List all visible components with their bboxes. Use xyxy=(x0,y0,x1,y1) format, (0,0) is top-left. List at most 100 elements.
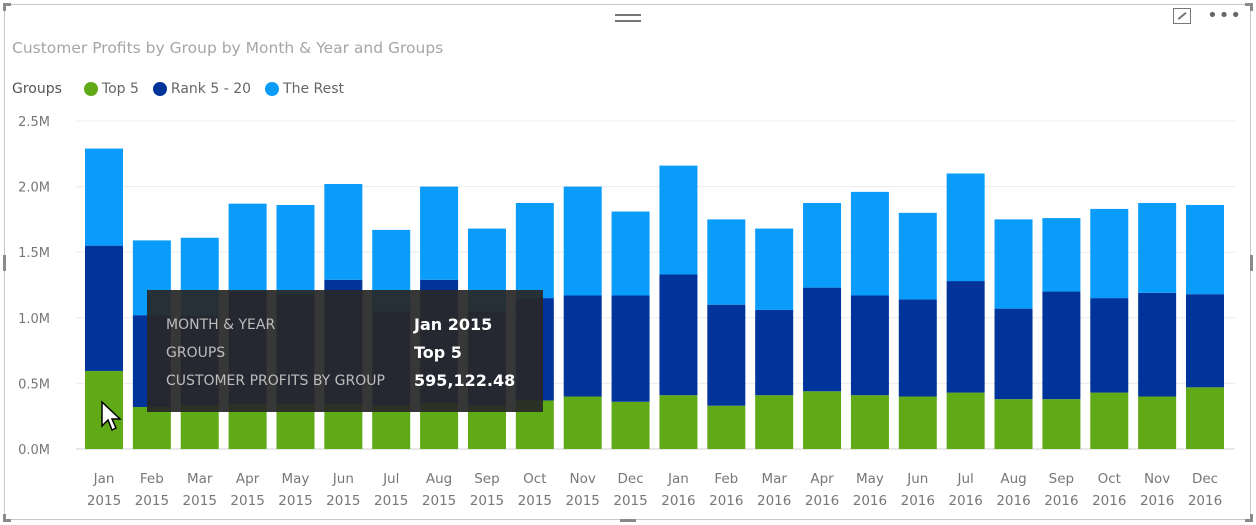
legend-item-rank5-20[interactable]: Rank 5 - 20 xyxy=(152,81,252,97)
bar-segment-the-rest[interactable] xyxy=(755,228,794,310)
x-tick-month: May xyxy=(282,471,310,487)
y-tick-label: 2.0M xyxy=(18,181,50,196)
bar-segment-the-rest[interactable] xyxy=(420,186,459,280)
bar-segment-rank-5-20[interactable] xyxy=(1042,291,1081,400)
legend-label: The Rest xyxy=(283,81,344,97)
x-tick-month: Aug xyxy=(1000,471,1026,487)
bar-segment-the-rest[interactable] xyxy=(994,219,1033,309)
mouse-cursor-icon xyxy=(101,400,122,432)
more-options-icon[interactable]: ••• xyxy=(1207,5,1242,26)
bar-segment-rank-5-20[interactable] xyxy=(755,309,794,396)
legend-item-the-rest[interactable]: The Rest xyxy=(265,81,344,97)
legend: Groups Top 5 Rank 5 - 20 The Rest xyxy=(12,81,358,97)
x-tick-month: Jun xyxy=(906,471,928,487)
bar-segment-top-5[interactable] xyxy=(946,392,985,449)
resize-handle-top-right-v[interactable] xyxy=(1250,3,1253,11)
bar-segment-rank-5-20[interactable] xyxy=(898,299,937,397)
resize-handle-left[interactable] xyxy=(3,255,6,271)
bar-segment-the-rest[interactable] xyxy=(1138,203,1177,293)
bar-segment-the-rest[interactable] xyxy=(1186,204,1225,295)
bar-segment-rank-5-20[interactable] xyxy=(659,274,698,396)
bar-segment-rank-5-20[interactable] xyxy=(85,245,123,371)
bar-segment-top-5[interactable] xyxy=(611,401,650,449)
bar-segment-top-5[interactable] xyxy=(898,396,937,449)
bar-segment-top-5[interactable] xyxy=(1138,396,1177,449)
bar-segment-top-5[interactable] xyxy=(659,395,698,449)
bar-segment-top-5[interactable] xyxy=(132,407,171,449)
bar-segment-top-5[interactable] xyxy=(755,395,794,449)
bar-segment-the-rest[interactable] xyxy=(1042,218,1081,292)
bar-segment-rank-5-20[interactable] xyxy=(946,281,985,393)
bar-segment-top-5[interactable] xyxy=(707,405,746,449)
x-tick-month: Feb xyxy=(714,471,738,487)
bar-segment-the-rest[interactable] xyxy=(228,203,267,292)
tooltip-key: MONTH & YEAR xyxy=(166,317,276,333)
bar-segment-the-rest[interactable] xyxy=(659,165,698,275)
bar-segment-the-rest[interactable] xyxy=(324,183,363,280)
x-tick-year: 2015 xyxy=(135,493,169,509)
bar-segment-the-rest[interactable] xyxy=(611,211,650,296)
resize-handle-bottom[interactable] xyxy=(620,519,636,522)
bar-segment-the-rest[interactable] xyxy=(946,173,985,282)
bar-segment-rank-5-20[interactable] xyxy=(1090,298,1129,393)
x-tick-year: 2015 xyxy=(566,493,600,509)
x-tick-year: 2016 xyxy=(996,493,1030,509)
bar-segment-rank-5-20[interactable] xyxy=(707,304,746,406)
bar-segment-the-rest[interactable] xyxy=(850,191,889,296)
focus-mode-icon[interactable] xyxy=(1173,8,1192,24)
x-tick-month: Apr xyxy=(236,471,260,487)
bar-segment-top-5[interactable] xyxy=(1090,392,1129,449)
bar-segment-top-5[interactable] xyxy=(180,405,219,449)
x-tick-year: 2015 xyxy=(613,493,647,509)
tooltip-value: 595,122.48 xyxy=(414,371,516,390)
bar-segment-top-5[interactable] xyxy=(994,399,1033,449)
bar-segment-top-5[interactable] xyxy=(850,395,889,449)
x-tick-month: Oct xyxy=(1098,471,1121,487)
resize-handle-top-left-v[interactable] xyxy=(3,3,6,11)
bar-segment-top-5[interactable] xyxy=(1186,387,1225,449)
legend-title: Groups xyxy=(12,81,62,97)
bar-segment-rank-5-20[interactable] xyxy=(611,295,650,402)
bar-segment-rank-5-20[interactable] xyxy=(803,287,842,392)
bar-segment-rank-5-20[interactable] xyxy=(994,308,1033,400)
bar-segment-rank-5-20[interactable] xyxy=(1138,292,1177,397)
y-tick-label: 1.0M xyxy=(18,312,50,327)
resize-handle-bottom-left[interactable] xyxy=(3,519,11,522)
bar-segment-the-rest[interactable] xyxy=(85,148,123,246)
x-tick-month: Feb xyxy=(140,471,164,487)
resize-handle-bottom-left-v[interactable] xyxy=(3,514,6,522)
bar-segment-top-5[interactable] xyxy=(1042,399,1081,449)
x-tick-month: Sep xyxy=(1049,471,1074,487)
legend-item-top5[interactable]: Top 5 xyxy=(83,81,139,97)
tooltip-key: GROUPS xyxy=(166,345,226,361)
bar-segment-the-rest[interactable] xyxy=(803,203,842,288)
bar-segment-the-rest[interactable] xyxy=(515,203,554,299)
bar-segment-rank-5-20[interactable] xyxy=(563,295,602,397)
resize-handle-top-left[interactable] xyxy=(3,3,11,6)
x-tick-month: Nov xyxy=(570,471,596,487)
bar-segment-the-rest[interactable] xyxy=(898,212,937,300)
bar-segment-the-rest[interactable] xyxy=(707,219,746,305)
x-tick-year: 2016 xyxy=(1188,493,1222,509)
bar-segment-the-rest[interactable] xyxy=(1090,208,1129,299)
drag-grip-icon[interactable] xyxy=(615,14,641,22)
bar-segment-rank-5-20[interactable] xyxy=(850,295,889,396)
x-tick-year: 2016 xyxy=(757,493,791,509)
x-tick-year: 2016 xyxy=(853,493,887,509)
legend-dot-icon xyxy=(152,82,167,96)
bar-segment-rank-5-20[interactable] xyxy=(1186,294,1225,388)
legend-label: Rank 5 - 20 xyxy=(170,81,252,97)
bar-segment-top-5[interactable] xyxy=(563,396,602,449)
x-tick-month: Jun xyxy=(332,471,354,487)
resize-handle-right[interactable] xyxy=(1250,255,1253,271)
resize-handle-bottom-right-v[interactable] xyxy=(1250,514,1253,522)
bar-segment-top-5[interactable] xyxy=(467,405,506,449)
bar-segment-the-rest[interactable] xyxy=(563,186,602,296)
resize-handle-top-right[interactable] xyxy=(1245,3,1253,6)
x-tick-year: 2015 xyxy=(470,493,504,509)
bar-segment-top-5[interactable] xyxy=(372,405,411,449)
x-tick-year: 2016 xyxy=(805,493,839,509)
bar-segment-the-rest[interactable] xyxy=(276,204,315,295)
resize-handle-bottom-right[interactable] xyxy=(1245,519,1253,522)
bar-segment-top-5[interactable] xyxy=(803,391,842,449)
